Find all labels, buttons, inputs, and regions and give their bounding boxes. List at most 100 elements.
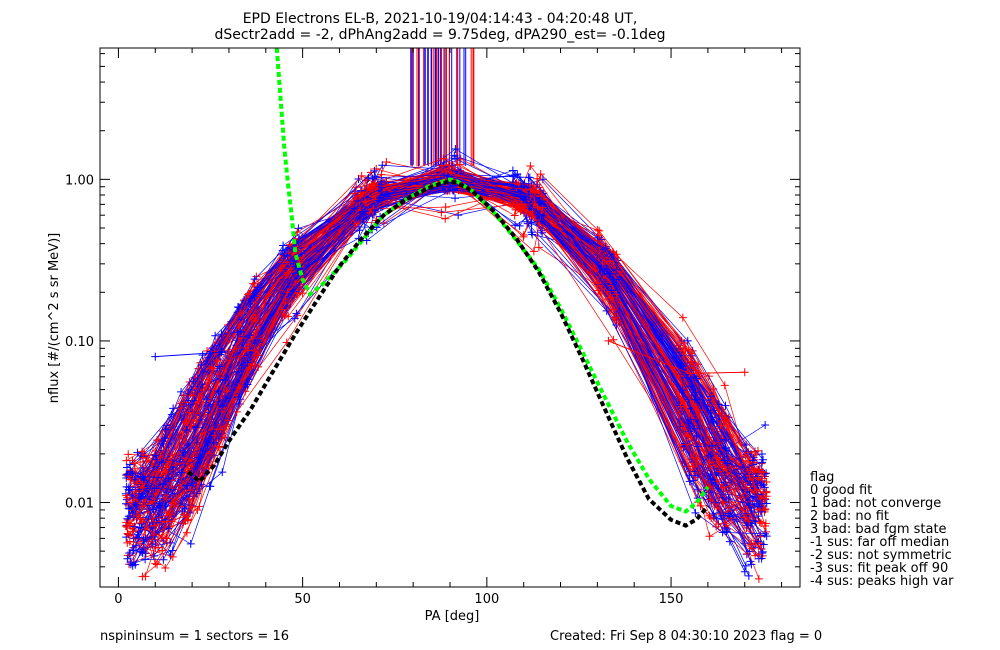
data-point-marker <box>131 560 140 569</box>
legend-item: -3 sus: fit peak off 90 <box>810 561 948 576</box>
data-point-marker <box>188 479 197 488</box>
data-point-marker <box>218 468 227 477</box>
data-point-marker <box>759 468 768 477</box>
footer-right: Created: Fri Sep 8 04:30:10 2023 flag = … <box>550 629 822 644</box>
data-point-marker <box>160 434 169 443</box>
data-point-marker <box>284 312 293 321</box>
data-point-marker <box>709 418 718 427</box>
data-point-marker <box>377 183 386 192</box>
data-point-marker <box>754 542 763 551</box>
data-point-marker <box>183 481 192 490</box>
data-point-marker <box>214 442 223 451</box>
data-point-marker <box>536 170 545 179</box>
data-point-marker <box>706 451 715 460</box>
data-point-marker <box>122 533 131 542</box>
data-point-marker <box>377 177 386 186</box>
data-point-marker <box>234 389 243 398</box>
data-point-marker <box>138 483 147 492</box>
data-point-marker <box>533 174 542 183</box>
data-point-marker <box>517 200 526 209</box>
data-point-marker <box>249 279 258 288</box>
data-point-marker <box>208 364 217 373</box>
data-point-marker <box>125 537 134 546</box>
data-point-marker <box>754 550 763 559</box>
data-point-marker <box>161 425 170 434</box>
data-point-marker <box>759 540 768 549</box>
data-point-marker <box>751 516 760 525</box>
data-point-marker <box>364 173 373 182</box>
data-point-marker <box>759 488 768 497</box>
data-point-marker <box>253 351 262 360</box>
data-point-marker <box>154 467 163 476</box>
data-point-marker <box>130 502 139 511</box>
data-point-marker <box>168 552 177 561</box>
series-point-marker <box>685 369 694 378</box>
data-point-marker <box>707 392 716 401</box>
data-point-marker <box>529 247 538 256</box>
data-point-marker <box>761 522 770 531</box>
data-point-marker <box>141 555 150 564</box>
data-point-marker <box>454 211 463 220</box>
data-point-marker <box>212 358 221 367</box>
data-point-marker <box>378 161 387 170</box>
legend-item: -1 sus: far off median <box>810 535 949 550</box>
data-point-marker <box>606 287 615 296</box>
legend-title: flag <box>810 470 834 485</box>
data-point-marker <box>168 451 177 460</box>
data-point-marker <box>250 347 259 356</box>
data-point-marker <box>689 453 698 462</box>
data-point-marker <box>760 529 769 538</box>
data-point-marker <box>439 154 448 163</box>
data-point-marker <box>511 221 520 230</box>
data-point-marker <box>195 502 204 511</box>
data-point-marker <box>437 208 446 217</box>
data-point-marker <box>675 351 684 360</box>
data-point-marker <box>136 451 145 460</box>
data-point-marker <box>286 256 295 265</box>
data-point-marker <box>153 543 162 552</box>
data-point-marker <box>381 191 390 200</box>
data-point-marker <box>372 164 381 173</box>
legend-item: 1 bad: not converge <box>810 496 941 511</box>
data-point-marker <box>126 467 135 476</box>
data-point-marker <box>683 363 692 372</box>
data-point-marker <box>757 554 766 563</box>
data-point-marker <box>218 401 227 410</box>
legend-item: -2 sus: not symmetric <box>810 548 952 563</box>
data-point-marker <box>538 197 547 206</box>
y-axis-label: nflux [#/(cm^2 s sr MeV)] <box>47 233 62 403</box>
data-point-marker <box>243 346 252 355</box>
data-point-marker <box>538 228 547 237</box>
data-point-marker <box>159 555 168 564</box>
data-point-marker <box>440 171 449 180</box>
data-point-marker <box>526 185 535 194</box>
data-point-marker <box>443 172 452 181</box>
data-point-marker <box>756 506 765 515</box>
data-point-marker <box>143 492 152 501</box>
data-point-marker <box>678 313 687 322</box>
data-point-marker <box>601 244 610 253</box>
data-point-marker <box>253 283 262 292</box>
data-point-marker <box>182 528 191 537</box>
x-tick-label: 50 <box>294 592 311 607</box>
data-point-marker <box>177 468 186 477</box>
data-point-marker <box>526 162 535 171</box>
data-point-marker <box>129 459 138 468</box>
data-point-marker <box>177 387 186 396</box>
data-point-marker <box>757 467 766 476</box>
data-point-marker <box>125 521 134 530</box>
data-point-marker <box>756 519 765 528</box>
data-point-marker <box>233 328 242 337</box>
data-point-marker <box>689 476 698 485</box>
data-point-marker <box>250 275 259 284</box>
y-tick-label: 1.00 <box>65 173 94 188</box>
data-point-marker <box>205 482 214 491</box>
data-point-marker <box>744 448 753 457</box>
data-point-marker <box>182 454 191 463</box>
data-point-marker <box>687 357 696 366</box>
data-point-marker <box>722 527 731 536</box>
data-point-marker <box>250 292 259 301</box>
data-point-marker <box>685 477 694 486</box>
data-point-marker <box>243 358 252 367</box>
data-point-marker <box>131 470 140 479</box>
